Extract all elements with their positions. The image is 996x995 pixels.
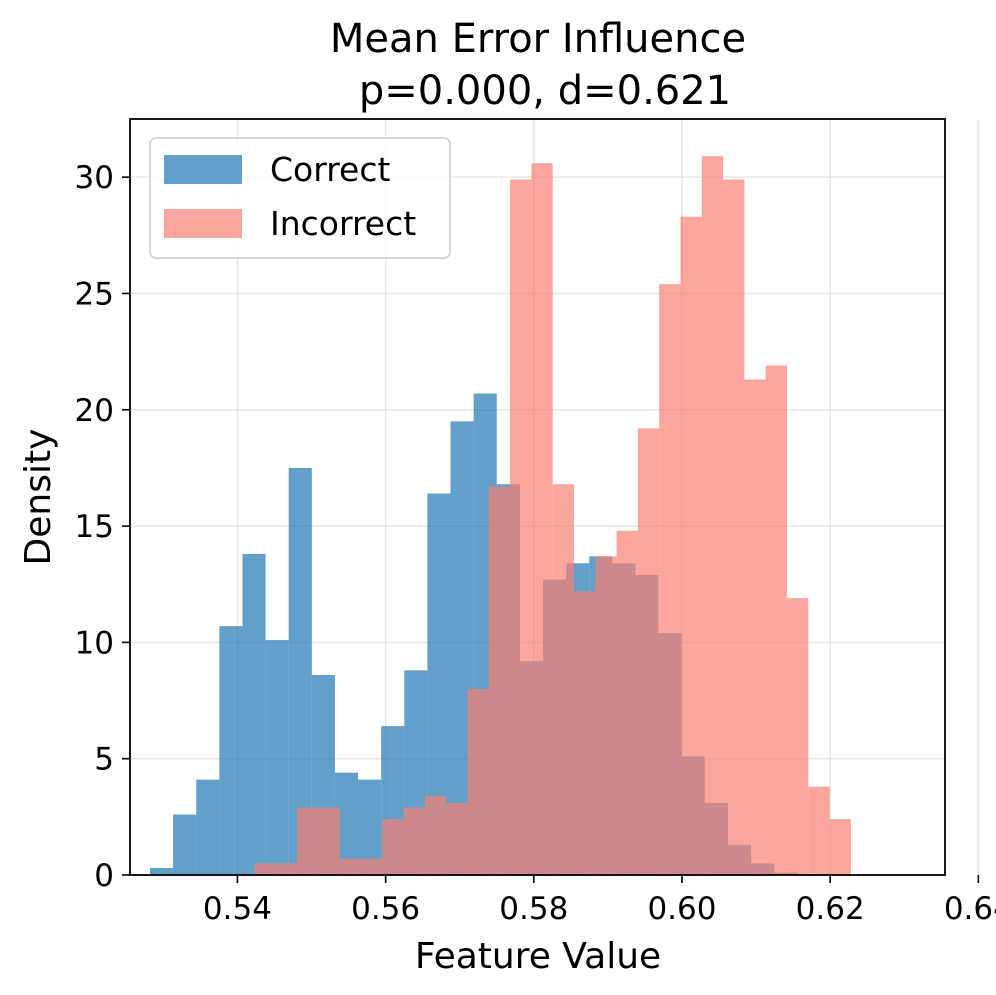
bar-incorrect-1 [275,863,298,875]
chart-subtitle: p=0.000, d=0.621 [359,68,731,114]
bar-incorrect-17 [616,530,638,875]
bar-incorrect-3 [318,807,340,875]
y-tick-label-3: 15 [75,509,114,545]
legend-swatch-correct [164,155,242,184]
bar-correct-3 [219,626,243,875]
bar-incorrect-14 [552,484,574,875]
bar-correct-0 [150,868,174,875]
axis-ticks: 0.54 0.56 0.58 0.60 0.62 0.64 0 5 10 15 20 25 30 [75,160,996,927]
legend: Correct Incorrect [149,137,451,259]
bar-correct-2 [196,779,220,875]
bar-incorrect-11 [488,486,511,875]
bar-incorrect-13 [531,163,553,876]
bar-incorrect-8 [424,795,447,875]
x-axis-label: Feature Value [415,936,661,977]
y-tick-label-2: 10 [75,625,114,661]
bar-correct-5 [265,640,289,875]
chart-title: Mean Error Influence [330,16,746,62]
y-tick-label-1: 5 [94,742,114,778]
bar-correct-9 [358,779,382,875]
bar-incorrect-18 [637,428,660,875]
bar-correct-8 [334,772,359,875]
bar-incorrect-7 [403,807,425,875]
bar-incorrect-12 [510,179,532,876]
x-tick-label-1: 0.56 [351,891,420,927]
legend-swatch-incorrect [164,209,242,238]
plot-frame [129,118,946,876]
bar-incorrect-4 [339,858,361,875]
bar-incorrect-22 [723,179,745,876]
y-tick-label-0: 0 [94,858,114,894]
bar-incorrect-5 [360,858,383,875]
y-tick-label-4: 20 [75,393,114,429]
bar-correct-1 [173,814,197,875]
bar-incorrect-16 [595,556,617,875]
bar-incorrect-19 [659,284,681,875]
bar-incorrect-0 [254,863,276,875]
x-tick-label-5: 0.64 [944,891,996,927]
x-tick-label-0: 0.54 [203,891,272,927]
bar-incorrect-9 [446,802,468,875]
bar-incorrect-27 [829,819,851,875]
bar-correct-12 [427,493,451,875]
bars-layer [150,156,851,876]
bar-incorrect-25 [787,598,809,875]
bar-incorrect-15 [573,591,596,875]
bar-incorrect-24 [765,365,788,875]
legend-label-incorrect: Incorrect [270,204,416,243]
bar-incorrect-20 [680,216,702,875]
bar-incorrect-2 [297,807,319,875]
y-tick-label-5: 25 [75,276,114,312]
bar-incorrect-10 [467,688,489,875]
y-axis-label: Density [18,429,59,566]
bar-incorrect-21 [701,156,724,876]
x-tick-label-4: 0.62 [796,891,865,927]
x-tick-label-2: 0.58 [499,891,568,927]
bar-correct-6 [288,467,312,875]
bar-incorrect-23 [744,379,766,875]
bar-correct-4 [242,553,266,875]
x-tick-label-3: 0.60 [647,891,716,927]
bar-incorrect-26 [808,786,830,875]
y-tick-label-6: 30 [75,160,114,196]
bar-incorrect-6 [382,819,404,875]
legend-label-correct: Correct [270,150,391,189]
